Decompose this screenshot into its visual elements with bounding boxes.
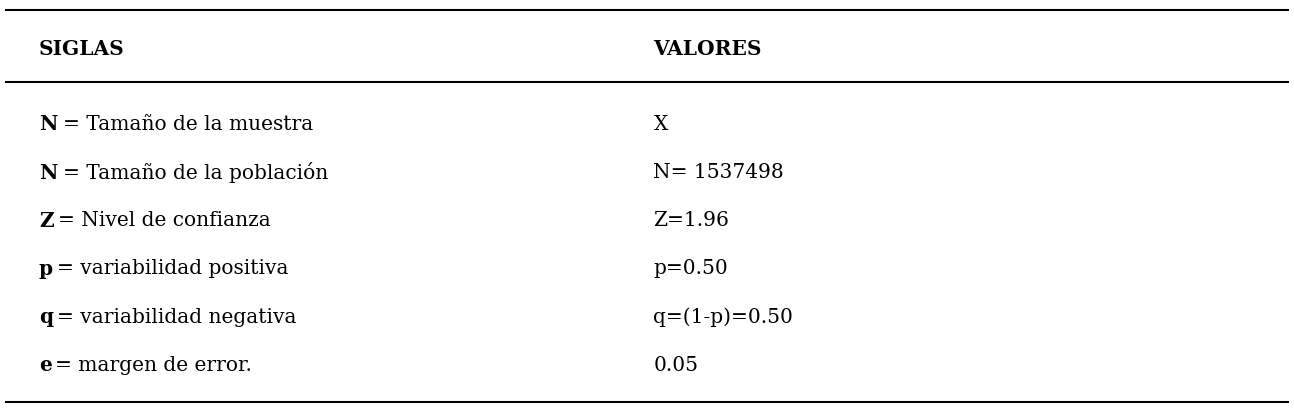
Text: = margen de error.: = margen de error. — [56, 356, 252, 375]
Text: = Nivel de confianza: = Nivel de confianza — [58, 211, 270, 230]
Text: SIGLAS: SIGLAS — [39, 39, 124, 59]
Text: p=0.50: p=0.50 — [653, 259, 729, 278]
Text: p: p — [39, 259, 53, 279]
Text: = Tamaño de la muestra: = Tamaño de la muestra — [62, 115, 313, 134]
Text: N: N — [39, 114, 57, 135]
Text: N= 1537498: N= 1537498 — [653, 163, 784, 182]
Text: = variabilidad positiva: = variabilidad positiva — [57, 259, 289, 278]
Text: 0.05: 0.05 — [653, 356, 699, 375]
Text: X: X — [653, 115, 668, 134]
Text: e: e — [39, 355, 52, 375]
Text: N: N — [39, 162, 57, 183]
Text: q: q — [39, 307, 53, 327]
Text: = variabilidad negativa: = variabilidad negativa — [57, 308, 296, 326]
Text: q=(1-p)=0.50: q=(1-p)=0.50 — [653, 307, 793, 327]
Text: VALORES: VALORES — [653, 39, 762, 59]
Text: Z: Z — [39, 211, 53, 231]
Text: Z=1.96: Z=1.96 — [653, 211, 730, 230]
Text: = Tamaño de la población: = Tamaño de la población — [62, 162, 327, 183]
